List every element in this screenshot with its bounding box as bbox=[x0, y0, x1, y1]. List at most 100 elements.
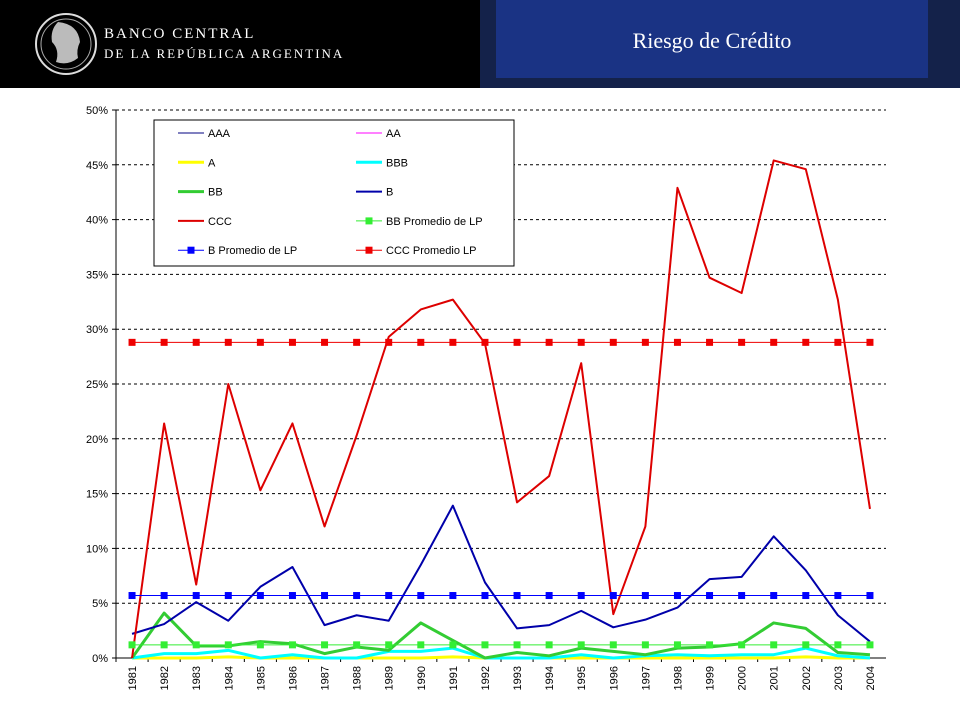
series-marker bbox=[866, 338, 874, 346]
plot: 0% 5% 10% 15% 20% 25% 30% 35% 40% 45% 50% 1981 1982 1… bbox=[86, 105, 886, 690]
series-line bbox=[131, 646, 871, 660]
legend-marker bbox=[365, 246, 373, 254]
series-marker bbox=[449, 338, 457, 346]
y-tick-label: 20% bbox=[86, 434, 108, 446]
series-marker bbox=[256, 338, 264, 346]
series-marker bbox=[224, 641, 232, 649]
series-marker bbox=[770, 338, 778, 346]
x-tick-label: 1995 bbox=[576, 666, 588, 690]
x-tick-label: 1994 bbox=[544, 666, 556, 690]
x-tick-label: 1990 bbox=[416, 666, 428, 690]
series-marker bbox=[673, 592, 681, 600]
series-marker bbox=[449, 641, 457, 649]
series-line bbox=[131, 159, 871, 659]
series-marker bbox=[353, 641, 361, 649]
series-marker bbox=[417, 338, 425, 346]
series-marker bbox=[288, 641, 296, 649]
x-tick-label: 1982 bbox=[159, 666, 171, 690]
x-tick-label: 2000 bbox=[737, 666, 749, 690]
logo-line2: DE LA REPÚBLICA ARGENTINA bbox=[104, 46, 344, 61]
series-marker bbox=[288, 338, 296, 346]
series-marker bbox=[673, 338, 681, 346]
series-marker bbox=[545, 592, 553, 600]
series-marker bbox=[353, 592, 361, 600]
series-marker bbox=[513, 592, 521, 600]
x-tick-label: 2003 bbox=[833, 666, 845, 690]
series-marker bbox=[385, 592, 393, 600]
title-box bbox=[496, 0, 928, 78]
x-tick-label: 2001 bbox=[769, 666, 781, 690]
series-marker bbox=[802, 641, 810, 649]
x-tick-label: 1997 bbox=[640, 666, 652, 690]
legend-box bbox=[153, 119, 515, 267]
series-marker bbox=[641, 592, 649, 600]
legend-marker bbox=[187, 246, 195, 254]
series-marker bbox=[481, 592, 489, 600]
series-marker bbox=[577, 641, 585, 649]
series-marker bbox=[834, 592, 842, 600]
series-marker bbox=[706, 338, 714, 346]
series-marker bbox=[738, 641, 746, 649]
y-tick-label: 10% bbox=[86, 543, 108, 555]
x-tick-label: 1986 bbox=[287, 666, 299, 690]
series-marker bbox=[321, 338, 329, 346]
y-tick-label: 5% bbox=[92, 598, 108, 610]
logo-emblem bbox=[35, 13, 97, 75]
series-marker bbox=[641, 641, 649, 649]
x-tick-label: 1989 bbox=[384, 666, 396, 690]
series-marker bbox=[128, 338, 136, 346]
x-tick-label: 1984 bbox=[223, 666, 235, 690]
x-tick-label: 1992 bbox=[480, 666, 492, 690]
x-tick-label: 1999 bbox=[705, 666, 717, 690]
x-tick-label: 1991 bbox=[448, 666, 460, 690]
y-tick-label: 30% bbox=[86, 324, 108, 336]
series-marker bbox=[192, 338, 200, 346]
series-marker bbox=[641, 338, 649, 346]
x-tick-label: 1996 bbox=[608, 666, 620, 690]
series-marker bbox=[449, 592, 457, 600]
series-marker bbox=[545, 641, 553, 649]
x-tick-label: 1987 bbox=[320, 666, 332, 690]
legend-label: B bbox=[386, 187, 393, 199]
series-marker bbox=[128, 592, 136, 600]
series-marker bbox=[256, 592, 264, 600]
x-tick-label: 2002 bbox=[801, 666, 813, 690]
y-tick-label: 45% bbox=[86, 160, 108, 172]
series-marker bbox=[609, 592, 617, 600]
logo-line1: BANCO CENTRAL bbox=[104, 26, 255, 42]
legend-label: A bbox=[208, 157, 216, 169]
series-marker bbox=[706, 641, 714, 649]
legend-label: BBB bbox=[386, 157, 408, 169]
legend-label: AA bbox=[386, 128, 401, 140]
series-marker bbox=[802, 338, 810, 346]
series-marker bbox=[160, 338, 168, 346]
slide-title: Riesgo de Crédito bbox=[633, 28, 792, 53]
legend-label: AAA bbox=[208, 128, 231, 140]
y-tick-label: 0% bbox=[92, 653, 108, 665]
series-marker bbox=[256, 641, 264, 649]
series-marker bbox=[224, 338, 232, 346]
series-marker bbox=[385, 338, 393, 346]
y-tick-label: 40% bbox=[86, 215, 108, 227]
series-marker bbox=[192, 641, 200, 649]
series-line bbox=[131, 504, 871, 643]
series-marker bbox=[609, 338, 617, 346]
series-marker bbox=[866, 641, 874, 649]
series-marker bbox=[770, 641, 778, 649]
y-tick-label: 50% bbox=[86, 105, 108, 117]
y-tick-label: 25% bbox=[86, 379, 108, 391]
y-tick-label: 35% bbox=[86, 269, 108, 281]
series-marker bbox=[738, 338, 746, 346]
series-marker bbox=[321, 592, 329, 600]
x-tick-label: 1993 bbox=[512, 666, 524, 690]
series-marker bbox=[321, 641, 329, 649]
x-tick-label: 1981 bbox=[127, 666, 139, 690]
series-marker bbox=[802, 592, 810, 600]
x-tick-label: 1998 bbox=[672, 666, 684, 690]
series-marker bbox=[288, 592, 296, 600]
series-marker bbox=[160, 592, 168, 600]
series-line bbox=[130, 611, 871, 660]
x-tick-label: 1985 bbox=[255, 666, 267, 690]
series-marker bbox=[128, 641, 136, 649]
